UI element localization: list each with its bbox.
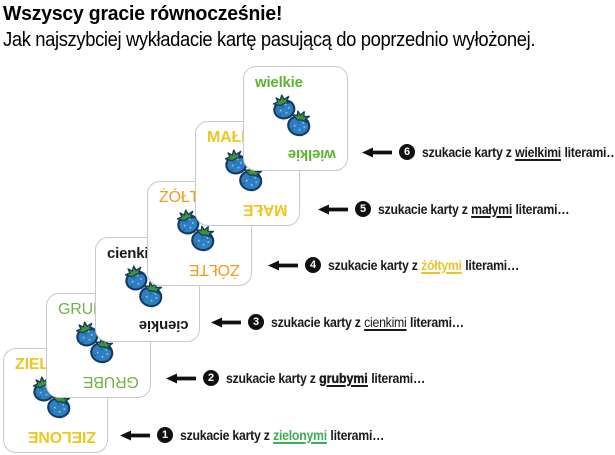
blueberries-icon bbox=[269, 93, 314, 139]
card-word-bottom: ŻÓŁTE bbox=[189, 261, 240, 278]
arrow-left-icon bbox=[211, 317, 241, 327]
annotation-text: szukacie karty z wielkimi literami… bbox=[422, 144, 615, 160]
card-word-top: MAŁE bbox=[207, 129, 252, 146]
card-word-bottom: ZIELONE bbox=[28, 428, 96, 445]
annotation-step-3: 3 szukacie karty z cienkimi literami… bbox=[211, 313, 490, 331]
arrow-left-icon bbox=[166, 373, 196, 383]
annotation-text: szukacie karty z żółtymi literami… bbox=[328, 257, 520, 273]
annotation-keyword: zielonymi bbox=[273, 427, 327, 443]
arrow-left-icon bbox=[362, 147, 392, 157]
annotation-text: szukacie karty z cienkimi literami… bbox=[271, 314, 464, 330]
annotation-text: szukacie karty z zielonymi literami… bbox=[180, 427, 385, 443]
annotation-step-1: 1 szukacie karty z zielonymi literami… bbox=[120, 426, 412, 444]
annotation-step-4: 4 szukacie karty z żółtymi literami… bbox=[268, 256, 545, 274]
annotation-keyword: wielkimi bbox=[515, 144, 561, 160]
step-number-badge: 4 bbox=[305, 257, 321, 273]
card-word-top: wielkie bbox=[255, 74, 303, 91]
arrow-left-icon bbox=[268, 260, 298, 270]
annotation-keyword: małymi bbox=[471, 201, 513, 217]
arrow-left-icon bbox=[120, 430, 150, 440]
annotation-step-2: 2 szukacie karty z grubymi literami… bbox=[166, 369, 452, 387]
page-subtitle: Jak najszybciej wykładacie kartę pasując… bbox=[3, 29, 536, 51]
annotation-text: szukacie karty z małymi literami… bbox=[378, 201, 570, 217]
step-number-badge: 3 bbox=[248, 314, 264, 330]
card-word-bottom: GRUBE bbox=[83, 373, 139, 390]
card-word-top: cienkie bbox=[107, 245, 157, 262]
annotation-keyword: cienkimi bbox=[364, 314, 407, 330]
step-number-badge: 1 bbox=[157, 427, 173, 443]
step-number-badge: 5 bbox=[355, 201, 371, 217]
annotation-keyword: żółtymi bbox=[421, 257, 462, 273]
card-word-bottom: cienkie bbox=[138, 317, 188, 334]
annotation-step-6: 6 szukacie karty z wielkimi literami… bbox=[362, 143, 615, 161]
card-word-bottom: wielkie bbox=[288, 146, 336, 163]
page-title: Wszyscy gracie równocześnie! bbox=[3, 3, 283, 25]
annotation-text: szukacie karty z grubymi literami… bbox=[226, 370, 426, 386]
card-wielkie: wielkie wielkie bbox=[243, 66, 348, 171]
annotation-keyword: grubymi bbox=[319, 370, 368, 386]
step-number-badge: 2 bbox=[203, 370, 219, 386]
annotation-step-5: 5 szukacie karty z małymi literami… bbox=[318, 200, 595, 218]
step-number-badge: 6 bbox=[399, 144, 415, 160]
card-word-bottom: MAŁE bbox=[243, 201, 288, 218]
arrow-left-icon bbox=[318, 204, 348, 214]
